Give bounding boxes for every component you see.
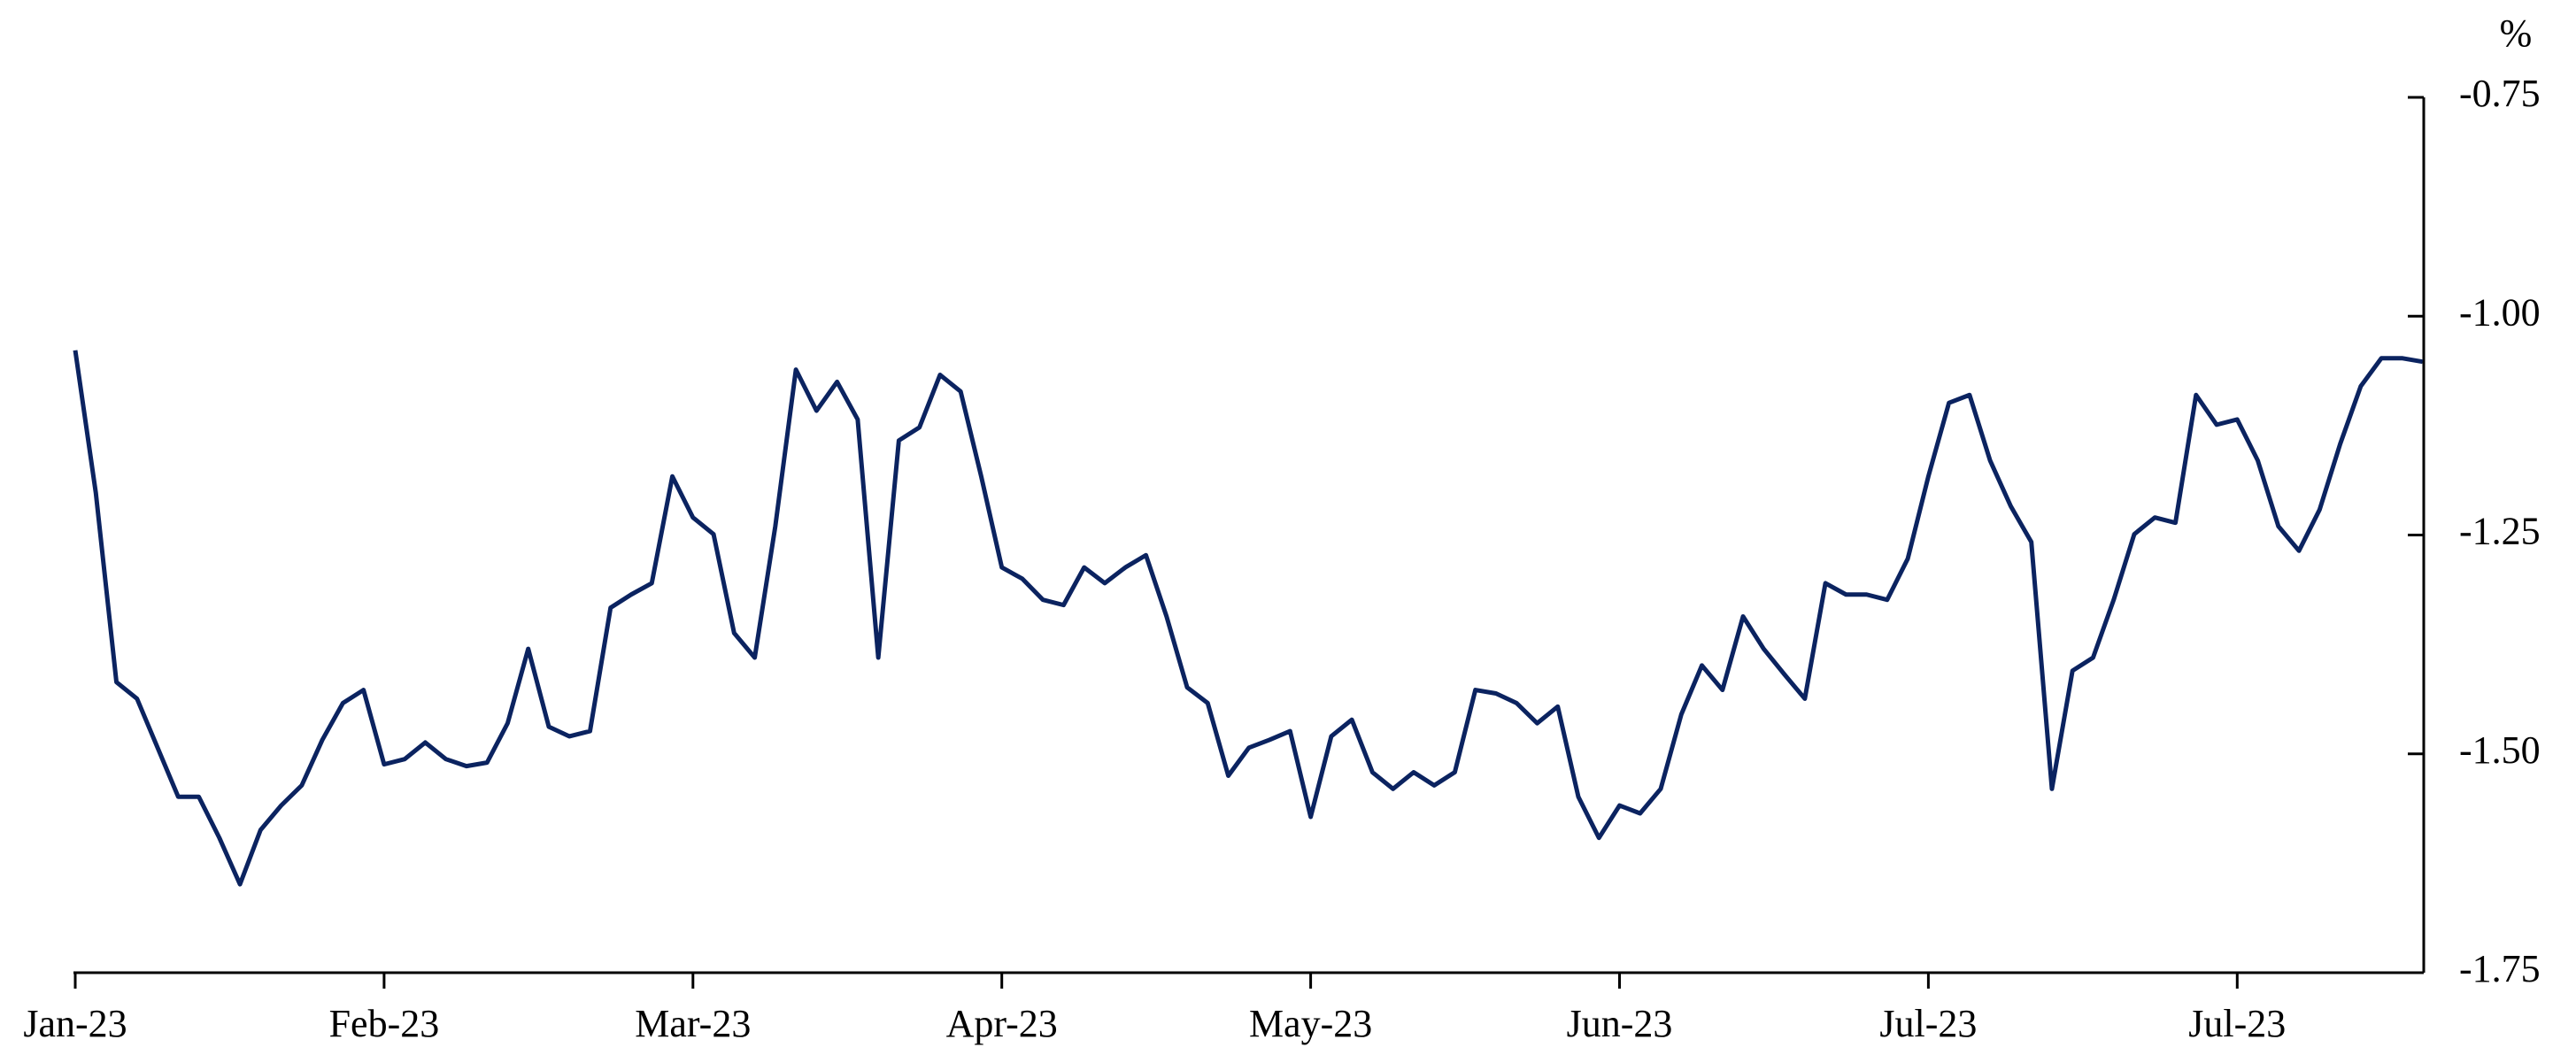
x-tick-label: Apr-23 [946,1002,1058,1045]
x-tick-label: Jun-23 [1567,1002,1673,1045]
x-tick-label: Jan-23 [23,1002,127,1045]
x-tick-label: Feb-23 [329,1002,440,1045]
x-tick-label: Jul-23 [1879,1002,1977,1045]
y-tick-label: -0.75 [2459,72,2541,115]
x-tick-label: May-23 [1249,1002,1372,1045]
y-tick-label: -1.50 [2459,728,2541,772]
x-tick-label: Mar-23 [635,1002,751,1045]
y-tick-label: -1.75 [2459,947,2541,990]
y-axis-unit: % [2500,12,2533,55]
x-tick-label: Jul-23 [2188,1002,2286,1045]
y-tick-label: -1.25 [2459,510,2541,553]
line-series [73,350,2424,887]
y-tick-label: -1.00 [2459,290,2541,334]
